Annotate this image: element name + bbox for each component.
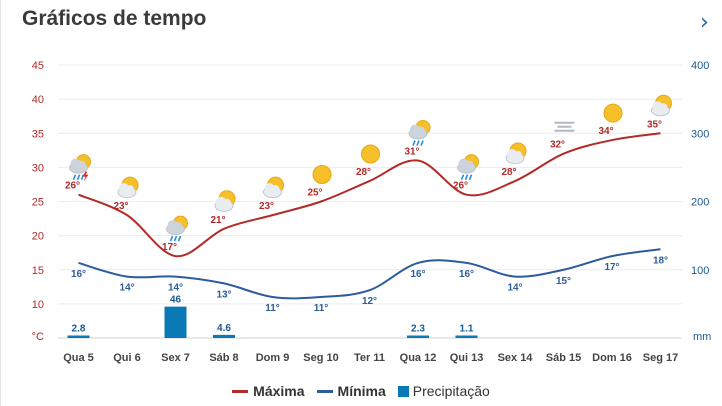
y-right-tick-label: 300: [691, 128, 709, 140]
x-tick-label: Qui 6: [113, 352, 141, 364]
max-temp-label: 34°: [598, 126, 613, 137]
min-temp-label: 12°: [362, 296, 377, 307]
x-tick-label: Sex 14: [498, 352, 534, 364]
max-temp-label: 23°: [113, 201, 128, 212]
y-left-tick-label: 25: [32, 197, 44, 209]
legend-swatch-max: [232, 389, 249, 393]
y-right-tick-label: 400: [691, 60, 709, 72]
precip-bar: [455, 335, 478, 338]
max-temp-label: 21°: [210, 215, 225, 226]
legend-item-precip[interactable]: Precipitação: [397, 383, 490, 399]
y-right-tick-label: 100: [691, 265, 709, 277]
legend-label-min: Mínima: [337, 383, 386, 399]
max-temp-label: 26°: [65, 181, 80, 192]
y-left-tick-label: 20: [32, 231, 44, 243]
min-temp-label: 14°: [119, 283, 134, 294]
precip-label: 1.1: [460, 324, 474, 335]
precip-bar: [407, 335, 429, 338]
precip-label: 2.3: [411, 324, 425, 335]
partly-cloudy-icon: [263, 176, 284, 199]
x-tick-label: Qua 12: [400, 352, 437, 364]
min-temp-label: 11°: [265, 303, 280, 314]
sunny-icon: [361, 144, 380, 164]
partly-cloudy-icon: [214, 190, 236, 212]
y-right-unit-label: mm: [693, 331, 711, 343]
partly-cloudy-icon: [651, 94, 672, 117]
max-temp-label: 32°: [550, 140, 565, 151]
weather-chart: 10 15 20 25 30 35 40 45 °C 100 200 300 400 mm Qua 5 Qui…: [32, 60, 712, 364]
y-left-tick-label: 30: [32, 162, 44, 174]
legend-label-max: Máxima: [253, 383, 305, 399]
x-tick-label: Qua 5: [63, 352, 94, 364]
max-temp-label: 28°: [356, 167, 371, 178]
legend-swatch-precip: [397, 385, 409, 397]
x-tick-label: Dom 9: [256, 352, 290, 364]
x-tick-label: Dom 16: [592, 352, 632, 364]
min-temp-label: 16°: [410, 269, 425, 280]
y-left-tick-label: 45: [32, 60, 44, 72]
min-temp-label: 17°: [604, 262, 619, 273]
sunny-icon: [312, 165, 332, 184]
max-temp-label: 28°: [501, 167, 516, 178]
x-tick-label: Seg 10: [303, 352, 338, 364]
sunny-icon: [603, 103, 623, 123]
precip-label: 46: [170, 295, 182, 306]
min-temp-label: 14°: [168, 283, 183, 294]
precip-bar: [213, 334, 235, 338]
y-left-tick-label: 35: [32, 128, 44, 140]
precip-label: 4.6: [217, 323, 231, 334]
rain-icon: [408, 120, 431, 146]
y-left-tick-label: 40: [32, 94, 44, 106]
max-temp-label: 23°: [259, 201, 274, 212]
y-right-tick-label: 200: [691, 197, 709, 209]
max-temp-label: 17°: [162, 242, 177, 253]
haze-icon: [554, 121, 575, 132]
rain-icon: [166, 215, 188, 242]
legend-label-precip: Precipitação: [412, 383, 490, 399]
precip-bar: [164, 306, 187, 338]
y-left-tick-label: 10: [32, 299, 44, 311]
rain-icon: [457, 154, 479, 180]
x-tick-label: Qui 13: [450, 352, 484, 364]
min-temp-label: 18°: [653, 255, 668, 266]
x-tick-label: Sáb 15: [546, 352, 581, 364]
max-temp-label: 31°: [404, 147, 419, 158]
max-temp-label: 25°: [307, 188, 322, 199]
thunderstorm-icon: [69, 154, 91, 182]
precip-bar: [67, 335, 90, 338]
chart-legend: Máxima Mínima Precipitação: [0, 383, 722, 399]
x-tick-label: Ter 11: [354, 352, 385, 364]
partly-cloudy-icon: [117, 176, 139, 199]
partly-cloudy-icon: [505, 142, 527, 164]
min-temp-label: 16°: [459, 269, 474, 280]
y-left-tick-label: 15: [32, 265, 44, 277]
x-tick-label: Sex 7: [161, 352, 190, 364]
precip-label: 2.8: [72, 324, 86, 335]
max-temp-label: 35°: [647, 119, 662, 130]
min-temp-label: 15°: [556, 276, 571, 287]
min-temp-label: 16°: [71, 269, 86, 280]
max-temp-label: 26°: [453, 181, 468, 192]
legend-item-min[interactable]: Mínima: [316, 383, 386, 399]
y-left-unit-label: °C: [32, 331, 44, 343]
x-tick-label: Sáb 8: [209, 352, 238, 364]
min-temp-label: 14°: [507, 283, 522, 294]
legend-item-max[interactable]: Máxima: [232, 383, 305, 399]
min-temp-label: 13°: [216, 289, 231, 300]
x-tick-label: Seg 17: [643, 352, 678, 364]
max-temp-line: [78, 132, 661, 258]
page-title: Gráficos de tempo: [22, 7, 207, 30]
chevron-right-icon[interactable]: ›: [700, 10, 709, 35]
legend-swatch-min: [316, 389, 333, 393]
min-temp-label: 11°: [314, 303, 329, 314]
min-temp-line: [78, 248, 661, 300]
